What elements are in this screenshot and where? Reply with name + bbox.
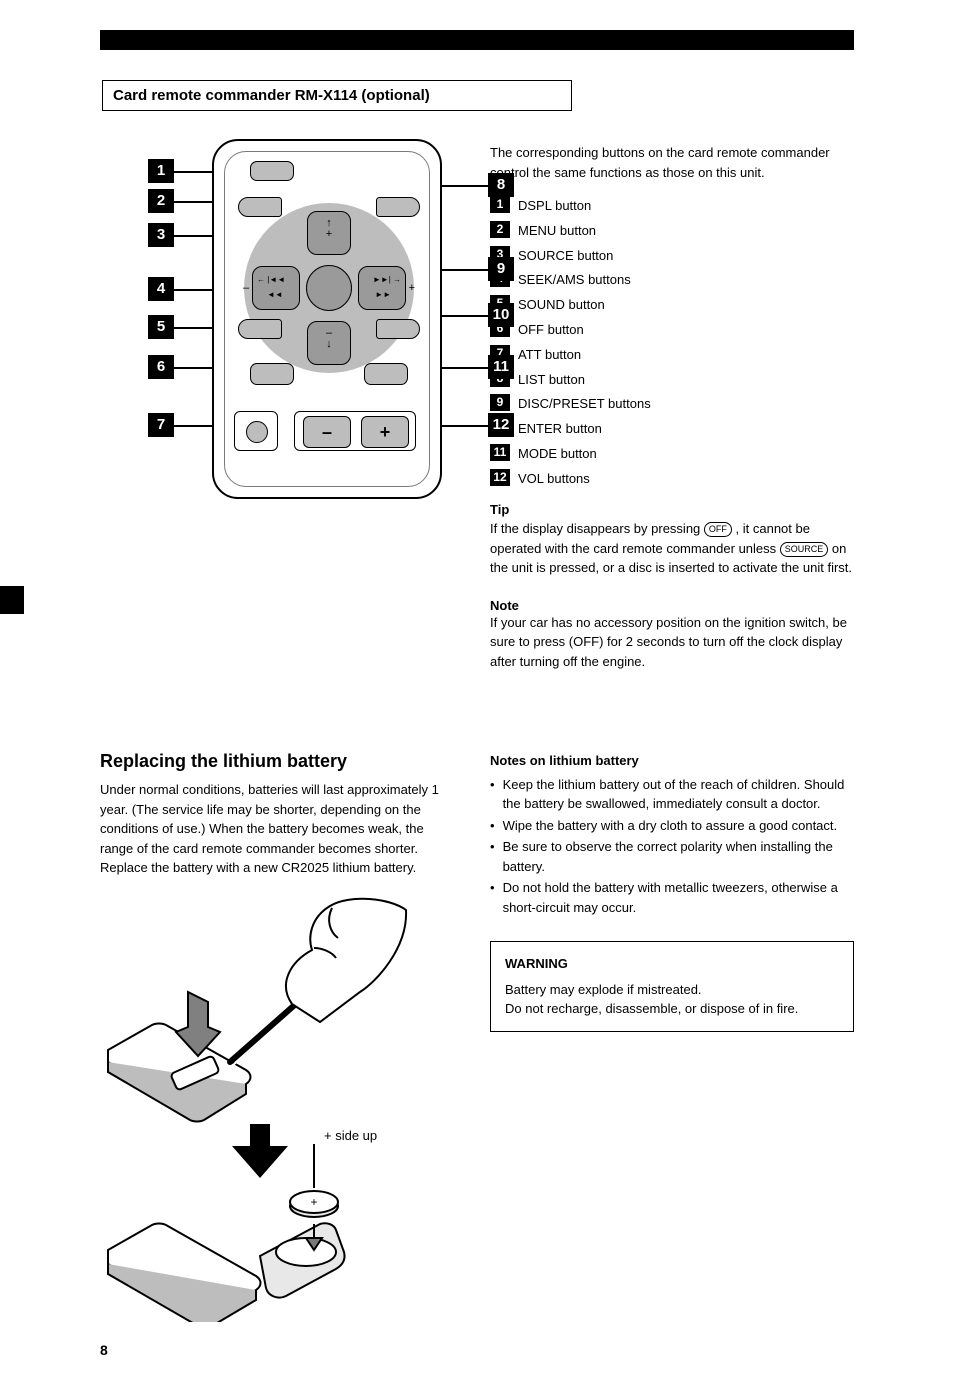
off-label: OFF — [704, 522, 732, 537]
callout-3: 3 — [148, 223, 174, 247]
upper-region: 1 2 3 4 5 6 7 8 9 10 11 12 — [0, 133, 954, 671]
callout-4: 4 — [148, 277, 174, 301]
callout-2: 2 — [148, 189, 174, 213]
battery-heading: Replacing the lithium battery — [100, 751, 460, 772]
desc-num: 1 — [490, 196, 510, 213]
seek-ams-back-button: ← |◄◄ ◄◄ – — [252, 266, 300, 310]
warning-body: Battery may explode if mistreated. Do no… — [505, 980, 839, 1019]
seek-ams-fwd-button: ►►| → ►► + — [358, 266, 406, 310]
battery-intro: Under normal conditions, batteries will … — [100, 780, 460, 878]
desc-text: SOURCE button — [518, 246, 613, 267]
callout-11: 11 — [488, 355, 514, 379]
tip-text: If the display disappears by pressing — [490, 521, 704, 536]
desc-text: MENU button — [518, 221, 596, 242]
callout-5: 5 — [148, 315, 174, 339]
battery-right: Notes on lithium battery Keep the lithiu… — [460, 751, 854, 1322]
dpad-area: ↑+ –↓ ← |◄◄ ◄◄ – ►►| → ►► + — [244, 203, 414, 373]
note-text: Wipe the battery with a dry cloth to ass… — [503, 816, 838, 836]
tip-head: Tip — [490, 500, 854, 520]
callout-12: 12 — [488, 413, 514, 437]
off-button — [250, 363, 294, 385]
vol-plus-button: + — [361, 416, 409, 448]
desc-text: SOUND button — [518, 295, 605, 316]
note-bullet: Do not hold the battery with metallic tw… — [490, 878, 854, 917]
enter-button — [376, 319, 420, 339]
svg-text:+: + — [310, 1195, 317, 1209]
callout-7: 7 — [148, 413, 174, 437]
vol-minus-button: – — [303, 416, 351, 448]
desc-text: ATT button — [518, 345, 581, 366]
desc-text: LIST button — [518, 370, 585, 391]
desc-num: 12 — [490, 469, 510, 486]
desc-num: 11 — [490, 444, 510, 461]
disc-preset-down-button: –↓ — [307, 321, 351, 365]
lower-region: Replacing the lithium battery Under norm… — [0, 751, 954, 1322]
note-bullet: Keep the lithium battery out of the reac… — [490, 775, 854, 814]
menu-button — [238, 197, 282, 217]
remote-body: ↑+ –↓ ← |◄◄ ◄◄ – ►►| → ►► + — [212, 139, 442, 499]
desc-text: VOL buttons — [518, 469, 590, 490]
callout-6: 6 — [148, 355, 174, 379]
sound-button — [238, 319, 282, 339]
source-button — [306, 265, 352, 311]
source-label: SOURCE — [780, 542, 829, 557]
list-button — [376, 197, 420, 217]
battery-left: Replacing the lithium battery Under norm… — [100, 751, 460, 1322]
desc-text: DISC/PRESET buttons — [518, 394, 651, 415]
note-text: Do not hold the battery with metallic tw… — [503, 878, 854, 917]
mode-button — [364, 363, 408, 385]
plus-side-up-label: + side up — [324, 1128, 377, 1143]
disc-preset-up-button: ↑+ — [307, 211, 351, 255]
note-text: Keep the lithium battery out of the reac… — [503, 775, 854, 814]
header-rule — [100, 30, 854, 50]
callout-1: 1 — [148, 159, 174, 183]
callout-10: 10 — [488, 303, 514, 327]
desc-num: 9 — [490, 394, 510, 411]
desc-text: MODE button — [518, 444, 597, 465]
dspl-button — [250, 161, 294, 181]
tip-block: Tip If the display disappears by pressin… — [490, 500, 854, 578]
battery-diagram: + + side up — [100, 892, 420, 1322]
manual-page: Card remote commander RM-X114 (optional)… — [0, 30, 954, 1382]
callout-9: 9 — [488, 257, 514, 281]
desc-text: SEEK/AMS buttons — [518, 270, 631, 291]
warning-box: WARNING Battery may explode if mistreate… — [490, 941, 854, 1032]
page-number: 8 — [100, 1342, 108, 1358]
note-bullet: Be sure to observe the correct polarity … — [490, 837, 854, 876]
page-side-tab — [0, 586, 24, 614]
description-column: The corresponding buttons on the card re… — [460, 133, 854, 671]
vol-frame: – + — [294, 411, 416, 451]
desc-intro: The corresponding buttons on the card re… — [490, 143, 854, 182]
section-title: Card remote commander RM-X114 (optional) — [113, 87, 430, 104]
att-frame — [234, 411, 278, 451]
battery-svg: + + side up — [100, 892, 420, 1322]
note-head: Note — [490, 598, 854, 613]
note-bullet: Wipe the battery with a dry cloth to ass… — [490, 816, 854, 836]
warning-head: WARNING — [505, 954, 839, 974]
remote-diagram: 1 2 3 4 5 6 7 8 9 10 11 12 — [100, 133, 460, 513]
notes-head: Notes on lithium battery — [490, 751, 854, 771]
callout-8: 8 — [488, 173, 514, 197]
section-title-box: Card remote commander RM-X114 (optional) — [102, 80, 572, 111]
note-text: Be sure to observe the correct polarity … — [503, 837, 854, 876]
note-body: If your car has no accessory position on… — [490, 613, 854, 672]
desc-text: ENTER button — [518, 419, 602, 440]
arrow-down-icon — [232, 1124, 288, 1178]
att-button — [246, 421, 268, 443]
desc-text: DSPL button — [518, 196, 591, 217]
desc-num: 2 — [490, 221, 510, 238]
desc-text: OFF button — [518, 320, 584, 341]
